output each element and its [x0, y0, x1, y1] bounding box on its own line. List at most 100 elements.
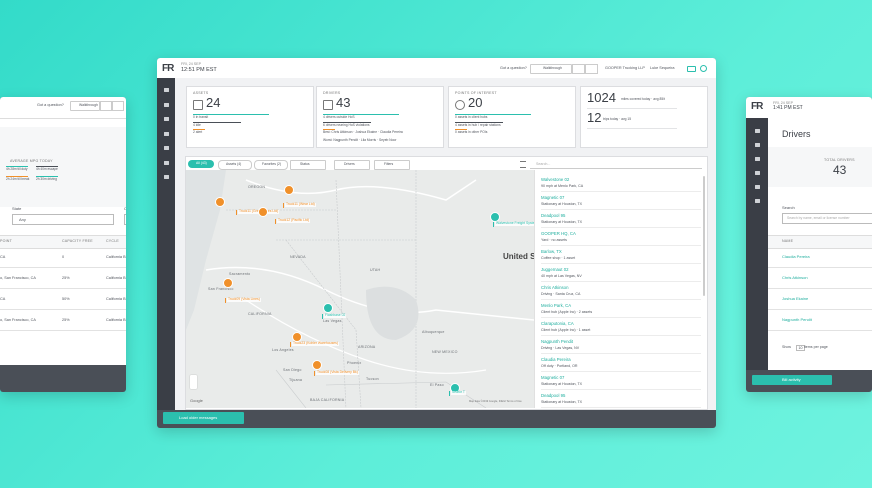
company[interactable]: GOOPER Trucking LLP	[605, 66, 645, 70]
nav-icon[interactable]	[754, 185, 760, 189]
map-label: San Francisco	[208, 287, 234, 291]
card: ASSETS 24 0 in transit 4 idle 2 alert	[186, 86, 314, 148]
tab-label: All (43)	[196, 161, 207, 165]
logo: FR	[162, 63, 174, 74]
list-name[interactable]: Barlow, TX	[541, 249, 562, 254]
pin-label-bg	[236, 209, 237, 215]
map-label: Tucson	[366, 377, 379, 381]
map-pin[interactable]	[215, 197, 225, 207]
tab[interactable]: Assets (4)	[218, 160, 252, 170]
dropdown[interactable]: Filters	[374, 160, 410, 170]
list-name[interactable]: Magnetic 07	[541, 195, 565, 200]
map-label: Las Vegas	[323, 319, 342, 323]
button[interactable]	[100, 101, 112, 111]
button[interactable]	[572, 64, 585, 74]
map-credit: Map data ©2019 Google, INEGI Terms of Us…	[469, 400, 522, 403]
map-label: Sacramento	[229, 272, 251, 276]
tab[interactable]: Favorites (2)	[254, 160, 288, 170]
card-line: 4 drivers outside HoS	[323, 115, 355, 119]
list-name[interactable]: Claraputonia, CA	[541, 321, 574, 326]
walkthrough-button[interactable]: Walkthrough	[70, 101, 100, 111]
dropdown[interactable]: Status	[290, 160, 326, 170]
map-label: OREGON	[248, 185, 266, 189]
right-window: FR FRI, 24 SEP 1:41 PM EST Drivers TOTAL DRI…	[746, 97, 872, 392]
list-name[interactable]: Menlo Park, CA	[541, 303, 572, 308]
card-bar	[455, 114, 531, 116]
list-name[interactable]: Deadpool 95	[541, 393, 566, 398]
dropdown[interactable]: Drivers	[334, 160, 370, 170]
driver-name[interactable]: Claudia Pereira	[782, 254, 810, 259]
card-value: 43	[336, 95, 351, 110]
list-name[interactable]: Chris Atkinson	[541, 285, 569, 290]
nav-icon[interactable]	[754, 157, 760, 161]
nav-icon[interactable]	[754, 199, 760, 203]
walkthrough-button[interactable]: Walkthrough	[530, 64, 572, 74]
search-input[interactable]: Search by name, email or license number	[782, 213, 872, 224]
pin-label-bg	[322, 313, 323, 319]
map-pin[interactable]	[223, 278, 233, 288]
map-pin[interactable]	[312, 360, 322, 370]
list-name[interactable]: Walvestone 02	[541, 177, 570, 182]
nav-icon[interactable]	[163, 117, 169, 121]
map-pin[interactable]	[258, 207, 268, 217]
list-name[interactable]: Nagpunth Pendit	[541, 339, 574, 344]
map-pin[interactable]	[323, 303, 333, 313]
card-line: 2 alert	[193, 130, 203, 134]
pin-label: Truck23 (Kohler Warehouses)	[292, 341, 339, 346]
list-icon[interactable]	[520, 161, 526, 168]
map-pin[interactable]	[490, 212, 500, 222]
nav-icon[interactable]	[163, 146, 169, 150]
bill-button[interactable]: Bill activity	[752, 375, 832, 385]
search-placeholder: Search by name, email or license number	[787, 215, 850, 220]
zoom-control[interactable]	[190, 375, 197, 389]
list-name[interactable]: Magnetic 07	[541, 375, 565, 380]
nav-icon[interactable]	[163, 160, 169, 165]
tab[interactable]: All (43)	[188, 160, 214, 168]
nav-icon[interactable]	[754, 143, 760, 147]
row-line	[0, 267, 126, 268]
load-button[interactable]: Load older messages	[163, 412, 244, 424]
row-line	[768, 288, 872, 289]
list-name[interactable]: GOOPER HQ, CA	[541, 231, 576, 236]
table-cell: California B	[106, 255, 126, 259]
filter-select[interactable]: Any	[12, 214, 114, 225]
button[interactable]	[585, 64, 598, 74]
mpg-bar	[6, 166, 28, 168]
pin-label: Truck11 (Wear Ltd)	[285, 202, 316, 207]
refresh-icon[interactable]	[700, 65, 707, 72]
user[interactable]: Luke Sequeira	[650, 66, 675, 70]
map-label: NEVADA	[290, 255, 306, 259]
nav-icon[interactable]	[163, 175, 169, 179]
truck-icon[interactable]	[687, 66, 696, 72]
list-name[interactable]: Juggernaut 02	[541, 267, 569, 272]
nav-icon[interactable]	[754, 171, 760, 175]
filter-label: Capacity available	[124, 206, 126, 211]
question: Got a question?	[37, 103, 64, 107]
nav-icon[interactable]	[754, 129, 760, 133]
table-cell: o, San Francisco, CA	[0, 318, 36, 322]
card-bar	[323, 129, 335, 131]
driver-name[interactable]: Chris Atkinson	[782, 275, 808, 280]
driver-name[interactable]: Joshua Ekaine	[782, 296, 809, 301]
pager[interactable]: 10	[796, 345, 805, 352]
button[interactable]	[112, 101, 124, 111]
map-pin[interactable]	[284, 185, 294, 195]
nav-icon[interactable]	[163, 102, 169, 107]
filter-select[interactable]: Any	[124, 214, 126, 225]
table-cell: California B	[106, 318, 126, 322]
driver-name[interactable]: Nagpunth Pendit	[782, 317, 812, 322]
stat-bar	[587, 128, 677, 129]
search-box[interactable]: Search...	[530, 159, 702, 169]
row-line	[0, 309, 126, 310]
table-head	[0, 235, 126, 249]
nav-icon[interactable]	[163, 88, 169, 92]
map-label: NEW MEXICO	[432, 350, 458, 354]
google-logo: Google	[190, 398, 203, 403]
list-name[interactable]: Claudia Pereira	[541, 357, 571, 362]
map-pin[interactable]	[292, 332, 302, 342]
total: 43	[833, 163, 847, 177]
list-name[interactable]: Deadpool 95	[541, 213, 566, 218]
result-list: Walvestone 02 90 mph at Menlo Park, CA Mag…	[534, 170, 707, 408]
nav-icon[interactable]	[163, 131, 169, 136]
table-cell: California B	[106, 276, 126, 280]
